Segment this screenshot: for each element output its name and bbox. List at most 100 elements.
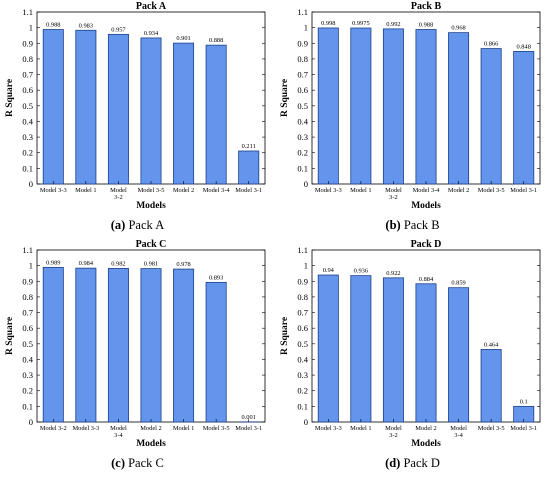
x-tick-label: Model 3-3 — [72, 425, 99, 432]
bar — [140, 37, 162, 185]
bar-value-label: 0.464 — [484, 341, 499, 348]
y-tick-label: 0.6 — [297, 323, 308, 333]
bar-value-label: 0.988 — [419, 22, 433, 29]
y-tick-label: 0.5 — [297, 339, 308, 349]
bar-value-label: 0.989 — [46, 259, 60, 266]
bar — [173, 42, 195, 185]
x-tick-label: Model 2 — [448, 187, 469, 194]
bar — [415, 283, 437, 423]
y-tick-label: 0.3 — [22, 370, 33, 380]
y-tick-label: 0 — [29, 417, 33, 427]
caption-d-text: Pack D — [403, 456, 440, 470]
bar-value-label: 0.936 — [354, 268, 368, 275]
x-tick-label: Model 3-5 — [478, 187, 505, 194]
chart-title: Pack B — [411, 1, 442, 12]
bar-value-label: 0.901 — [176, 35, 190, 42]
chart-panel-c: Pack C 0 0.1 0.2 0.3 0.4 0.5 0.6 0.7 0.8 0.9 1 1.1 R … — [0, 238, 275, 448]
y-axis-label: R Square — [5, 79, 15, 117]
bar — [480, 349, 502, 423]
bar-value-label: 0.94 — [323, 267, 335, 274]
x-tick-label: Model 3-5 — [138, 187, 165, 194]
x-tick-label: Model 3-2 — [385, 187, 402, 201]
y-tick-label: 0.7 — [22, 308, 33, 318]
bar-value-label: 0.866 — [484, 41, 498, 48]
y-axis-label: R Square — [280, 317, 290, 355]
x-axis-label: Models — [411, 201, 441, 210]
y-tick-label: 0.3 — [297, 132, 308, 142]
y-tick-label: 0.4 — [297, 116, 308, 126]
y-tick-label: 0.4 — [297, 354, 308, 364]
y-tick-label: 1.1 — [22, 245, 33, 255]
caption-b-letter: (b) — [385, 218, 401, 232]
y-tick-label: 0.5 — [22, 101, 33, 111]
bar — [350, 275, 372, 423]
bar — [75, 29, 97, 185]
y-tick-label: 0.2 — [22, 148, 33, 158]
bar — [350, 27, 372, 185]
bar-value-label: 0.984 — [79, 260, 94, 267]
x-axis-label: Models — [411, 439, 441, 448]
chart-panel-d: Pack D 0 0.1 0.2 0.3 0.4 0.5 0.6 0.7 0.8 0.9 1 1.1 R … — [275, 238, 550, 448]
bar — [415, 29, 437, 185]
x-tick-label: Model 3-3 — [40, 187, 67, 194]
caption-c-text: Pack C — [128, 456, 164, 470]
caption-a-text: Pack A — [128, 218, 165, 232]
y-tick-label: 1.1 — [297, 245, 308, 255]
bar — [140, 268, 162, 423]
y-tick-label: 0.8 — [297, 54, 308, 64]
y-tick-label: 1.1 — [297, 7, 308, 17]
caption-c-letter: (c) — [111, 456, 125, 470]
x-tick-label: Model 3-1 — [510, 187, 537, 194]
bar — [107, 33, 129, 185]
y-tick-label: 0 — [304, 179, 308, 189]
y-tick-label: 0.7 — [297, 70, 308, 80]
y-tick-label: 0.8 — [297, 292, 308, 302]
y-tick-label: 0.9 — [297, 38, 308, 48]
y-tick-label: 0.1 — [297, 163, 308, 173]
bar-value-label: 0.988 — [46, 22, 60, 29]
y-tick-label: 0.4 — [22, 116, 33, 126]
y-tick-label: 0.1 — [297, 401, 308, 411]
bar-value-label: 0.968 — [451, 25, 465, 32]
y-tick-label: 0.2 — [22, 386, 33, 396]
x-tick-label: Model 2 — [140, 425, 161, 432]
bar-value-label: 0.859 — [451, 280, 465, 287]
bar-value-label: 0.1 — [520, 398, 528, 405]
x-tick-label: Model 3-4 — [110, 425, 127, 439]
y-tick-label: 0.6 — [22, 323, 33, 333]
chart-c: Pack C 0 0.1 0.2 0.3 0.4 0.5 0.6 0.7 0.8 0.9 1 1.1 R … — [5, 239, 266, 448]
y-axis-label: R Square — [280, 79, 290, 117]
x-tick-label: Model 3-5 — [478, 425, 505, 432]
x-tick-label: Model 3-2 — [385, 425, 402, 439]
chart-title: Pack C — [136, 239, 167, 250]
x-tick-label: Model 3-2 — [40, 425, 67, 432]
x-axis-label: Models — [136, 201, 166, 210]
bar — [513, 51, 535, 185]
x-tick-label: Model 3-1 — [235, 425, 262, 432]
chart-d: Pack D 0 0.1 0.2 0.3 0.4 0.5 0.6 0.7 0.8 0.9 1 1.1 R … — [280, 239, 541, 448]
caption-a-letter: (a) — [110, 218, 126, 232]
caption-c: (c) Pack C — [0, 456, 275, 471]
y-tick-label: 0.3 — [22, 132, 33, 142]
x-tick-label: Model 3-4 — [413, 187, 441, 194]
bar-value-label: 0.934 — [144, 30, 159, 37]
y-tick-label: 0.3 — [297, 370, 308, 380]
x-tick-label: Model 2 — [173, 187, 194, 194]
bar — [42, 266, 64, 423]
bar-value-label: 0.983 — [79, 22, 93, 29]
bar-value-label: 0.922 — [386, 270, 400, 277]
bar-value-label: 0.001 — [242, 414, 256, 421]
y-tick-label: 0.1 — [22, 401, 33, 411]
bar — [205, 281, 227, 423]
y-tick-label: 0.9 — [22, 276, 33, 286]
bar-value-label: 0.992 — [386, 21, 400, 28]
chart-panel-a: Pack A 0 0.1 0.2 0.3 0.4 0.5 0.6 0.7 0.8 0.9 1 1.1 R … — [0, 0, 275, 210]
chart-a: Pack A 0 0.1 0.2 0.3 0.4 0.5 0.6 0.7 0.8 0.9 1 1.1 R … — [5, 1, 266, 210]
y-axis-label: R Square — [5, 317, 15, 355]
bar — [448, 32, 470, 185]
y-tick-label: 0.8 — [22, 54, 33, 64]
caption-b: (b) Pack B — [275, 218, 550, 233]
bar — [382, 28, 404, 185]
y-tick-label: 0.4 — [22, 354, 33, 364]
y-tick-label: 0.2 — [297, 386, 308, 396]
